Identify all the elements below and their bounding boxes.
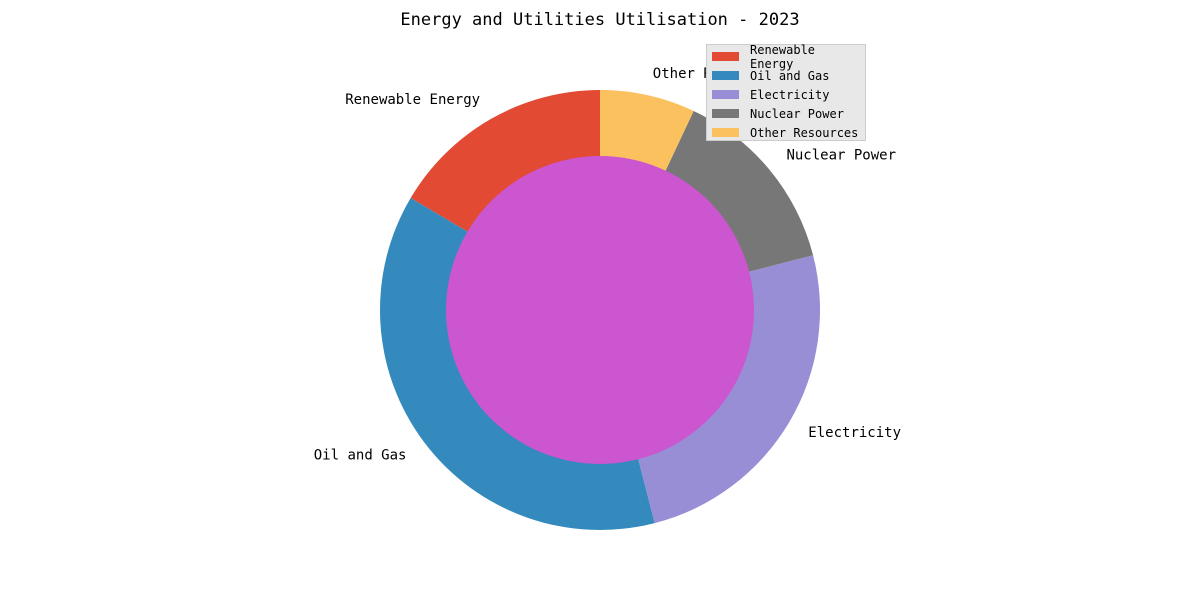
legend-label: Renewable Energy [750, 42, 816, 71]
chart-title: Energy and Utilities Utilisation - 2023 [400, 10, 800, 30]
legend-label: Other Resources [750, 125, 859, 140]
legend-swatch [712, 128, 739, 137]
legend-swatch [712, 71, 739, 80]
legend: Renewable Energy Oil and Gas Electricity Nu… [706, 43, 866, 142]
slice-label-electricity: Electricity [808, 425, 901, 441]
legend-item-oil-and-gas: Oil and Gas [712, 66, 865, 85]
legend-label: Nuclear Power [750, 106, 844, 121]
donut-center [446, 156, 754, 464]
slice-label-oil-and-gas: Oil and Gas [314, 447, 407, 463]
slice-label-nuclear-power: Nuclear Power [786, 148, 896, 164]
legend-item-electricity: Electricity [712, 85, 865, 104]
legend-item-renewable-energy: Renewable Energy [712, 43, 865, 71]
legend-item-other-resources: Other Resources [712, 123, 865, 142]
legend-label: Oil and Gas [750, 68, 830, 83]
legend-label: Electricity [750, 87, 830, 102]
legend-swatch [712, 90, 739, 99]
slice-label-renewable-energy: Renewable Energy [345, 92, 480, 108]
legend-item-nuclear-power: Nuclear Power [712, 104, 865, 123]
legend-swatch [712, 109, 739, 118]
legend-swatch [712, 52, 739, 61]
